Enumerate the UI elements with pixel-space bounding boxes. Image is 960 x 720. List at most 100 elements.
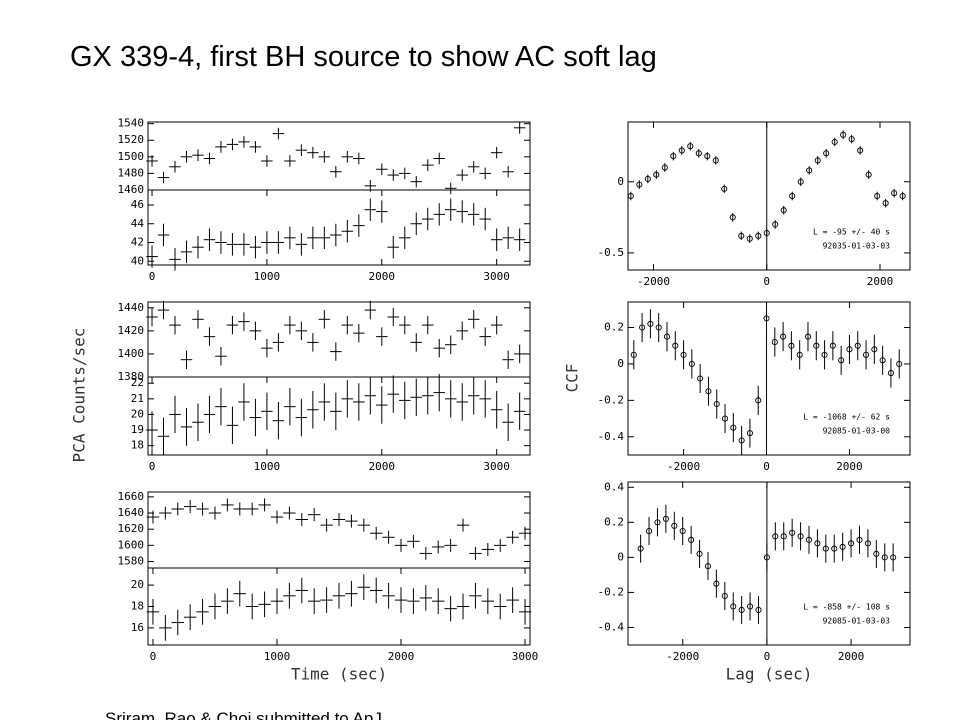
y-tick-label: 19 xyxy=(131,423,144,436)
y-tick-label: 1580 xyxy=(118,555,145,568)
ccf-point xyxy=(670,153,677,160)
ccf-point xyxy=(813,342,820,349)
x-tick-label: 0 xyxy=(150,650,157,663)
ccf-point xyxy=(780,333,787,340)
ccf-point xyxy=(838,357,845,364)
x-axis-label: Lag (sec) xyxy=(726,665,813,684)
y-tick-label: 0.2 xyxy=(604,321,624,334)
ccf-point xyxy=(662,515,669,522)
ccf-point xyxy=(730,603,737,610)
x-tick-label: -2000 xyxy=(666,650,699,663)
ccf-point xyxy=(899,192,906,200)
source-note: Sriram, Rao & Choi submitted to ApJ xyxy=(105,709,382,720)
x-tick-label: 1000 xyxy=(254,460,281,473)
ccf-point xyxy=(688,536,695,543)
ccf-point xyxy=(879,357,886,364)
ccf-point xyxy=(755,606,762,613)
y-tick-label: 42 xyxy=(131,236,144,249)
ccf-point xyxy=(771,339,778,346)
x-tick-label: 2000 xyxy=(867,275,894,288)
y-tick-label: 1520 xyxy=(118,133,145,146)
ccf-point xyxy=(661,164,668,171)
y-tick-label: 1480 xyxy=(118,166,145,179)
annotation: L = -1068 +/- 62 s xyxy=(803,413,890,422)
y-tick-label: 0.2 xyxy=(604,515,624,528)
ccf-point xyxy=(704,563,712,570)
y-tick-label: 21 xyxy=(131,392,144,405)
ccf-point xyxy=(882,200,889,207)
ccf-point xyxy=(738,437,745,444)
y-tick-label: 1420 xyxy=(118,324,145,337)
ccf-point xyxy=(831,138,838,145)
x-tick-label: 0 xyxy=(763,460,770,473)
ccf-point xyxy=(829,342,836,349)
ccf-point xyxy=(874,192,881,200)
x-tick-label: 1000 xyxy=(254,270,281,283)
ccf-point xyxy=(797,533,804,540)
annotation: L = -95 +/- 40 s xyxy=(813,228,890,237)
ccf-point xyxy=(630,351,637,358)
plot-frame xyxy=(627,481,911,646)
y-tick-label: 1540 xyxy=(118,117,145,130)
ccf-point xyxy=(705,388,712,395)
ccf-point xyxy=(788,342,795,349)
x-tick-label: 0 xyxy=(764,650,771,663)
ccf-point xyxy=(738,232,745,239)
y-tick-label: 1460 xyxy=(118,183,145,196)
ccf-point xyxy=(854,342,861,349)
y-tick-label: 18 xyxy=(131,600,144,613)
y-tick-label: 22 xyxy=(131,376,144,389)
ccf-point xyxy=(881,554,888,561)
ccf-point xyxy=(856,536,863,543)
ccf-point xyxy=(780,533,787,540)
ccf-point xyxy=(822,545,829,552)
ccf-point xyxy=(696,550,703,557)
y-tick-label: -0.5 xyxy=(598,246,625,259)
annotation: 92085-01-03-03 xyxy=(823,617,891,626)
y-tick-label: 46 xyxy=(131,198,144,211)
y-tick-label: 1400 xyxy=(118,347,145,360)
ccf-point xyxy=(772,221,779,228)
ccf-point xyxy=(823,150,830,157)
ccf-point xyxy=(747,603,754,610)
ccf-point xyxy=(627,192,634,200)
ccf-point xyxy=(763,554,770,561)
annotation: 92085-01-03-00 xyxy=(823,427,891,436)
annotation: 92035-01-03-03 xyxy=(823,242,891,251)
ccf-point xyxy=(789,192,796,200)
y-tick-label: 1600 xyxy=(118,538,145,551)
ccf-point xyxy=(848,540,855,547)
ccf-point xyxy=(831,545,838,552)
ccf-point xyxy=(846,346,853,353)
ccf-point xyxy=(887,369,894,377)
ccf-point xyxy=(678,147,685,154)
ccf-point xyxy=(697,375,704,382)
x-tick-label: -2000 xyxy=(637,275,670,288)
ccf-point xyxy=(713,580,720,587)
ccf-point xyxy=(680,351,687,358)
y-tick-label: 0 xyxy=(617,550,624,563)
ccf-point xyxy=(840,131,847,138)
plot-frame xyxy=(147,189,531,266)
y-tick-label: 0.4 xyxy=(604,480,624,493)
ccf-point xyxy=(839,543,846,550)
ccf-point xyxy=(763,229,770,237)
ccf-point xyxy=(814,540,821,547)
ccf-point xyxy=(865,171,872,178)
y-tick-label: 1660 xyxy=(118,490,145,503)
ccf-point xyxy=(821,351,828,358)
ccf-point xyxy=(671,522,678,529)
x-tick-label: 0 xyxy=(149,460,156,473)
ccf-point xyxy=(695,150,702,157)
ccf-point xyxy=(721,592,728,599)
ccf-point xyxy=(721,185,728,192)
ccf-point xyxy=(796,351,803,358)
y-tick-label: 18 xyxy=(131,439,144,452)
ccf-point xyxy=(806,167,813,174)
y-tick-label: 1380 xyxy=(118,370,145,383)
ccf-point xyxy=(848,136,855,143)
plot-frame xyxy=(147,376,531,456)
y-tick-label: 44 xyxy=(131,217,145,230)
ccf-point xyxy=(746,235,753,242)
